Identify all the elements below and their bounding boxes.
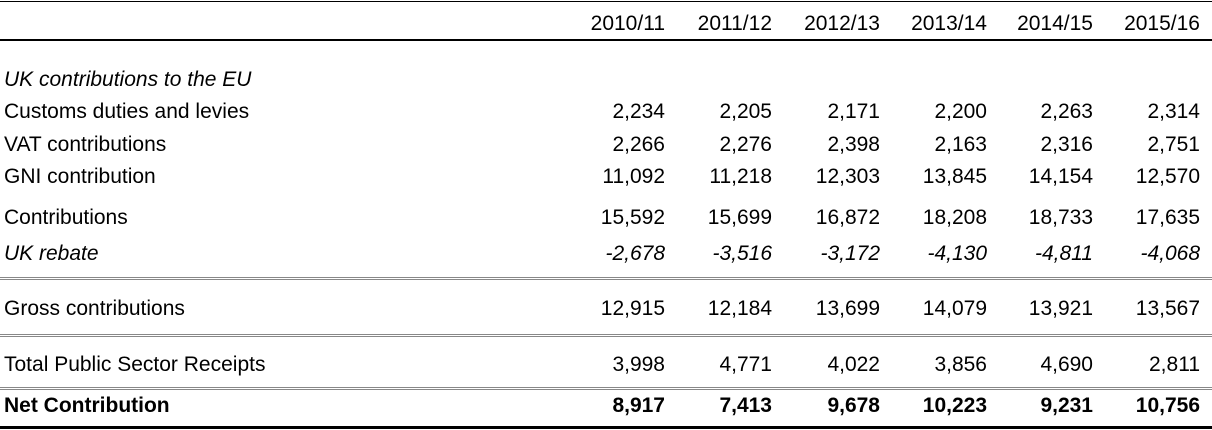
cell: 2,266 (612, 133, 665, 156)
cell: 2,234 (612, 100, 665, 123)
cell: 2,163 (934, 133, 987, 156)
header-rule (0, 39, 1212, 41)
cell: 4,771 (719, 353, 772, 376)
cell: 16,872 (815, 206, 880, 229)
cell: 12,303 (815, 165, 880, 188)
separator (0, 277, 1212, 280)
cell: -4,130 (927, 242, 987, 265)
cell: 15,592 (600, 206, 665, 229)
cell: 13,921 (1028, 297, 1093, 320)
row-label: Net Contribution (4, 394, 170, 417)
cell: 15,699 (707, 206, 772, 229)
column-header: 2015/16 (1124, 12, 1200, 35)
cell: 3,998 (612, 353, 665, 376)
cell: 4,690 (1040, 353, 1093, 376)
cell: 8,917 (612, 394, 665, 417)
cell: -3,516 (712, 242, 772, 265)
row-label: UK rebate (4, 242, 99, 265)
row-label: VAT contributions (4, 133, 167, 156)
cell: 10,223 (922, 394, 987, 417)
cell: 4,022 (827, 353, 880, 376)
column-header: 2013/14 (911, 12, 987, 35)
cell: 9,231 (1040, 394, 1093, 417)
cell: -4,811 (1035, 242, 1093, 265)
cell: 18,733 (1028, 206, 1093, 229)
cell: 2,205 (719, 100, 772, 123)
cell: 2,276 (719, 133, 772, 156)
cell: 2,171 (827, 100, 880, 123)
cell: 2,314 (1147, 100, 1200, 123)
cell: 18,208 (922, 206, 987, 229)
cell: 13,699 (815, 297, 880, 320)
column-header: 2011/12 (697, 12, 772, 35)
cell: 2,751 (1147, 133, 1200, 156)
row-label: GNI contribution (4, 165, 156, 188)
column-header: 2012/13 (804, 12, 880, 35)
cell: 11,218 (709, 165, 772, 188)
cell: -4,068 (1140, 242, 1200, 265)
cell: 17,635 (1135, 206, 1200, 229)
cell: 2,316 (1040, 133, 1093, 156)
cell: 9,678 (827, 394, 880, 417)
cell: 2,398 (827, 133, 880, 156)
cell: 13,845 (922, 165, 987, 188)
cell: -2,678 (605, 242, 665, 265)
cell: 12,184 (707, 297, 772, 320)
cell: 14,154 (1028, 165, 1093, 188)
column-header: 2010/11 (590, 12, 665, 35)
cell: 12,915 (600, 297, 665, 320)
cell: 10,756 (1135, 394, 1200, 417)
row-label: Contributions (4, 206, 128, 229)
column-header: 2014/15 (1017, 12, 1093, 35)
cell: -3,172 (820, 242, 880, 265)
cell: 2,263 (1040, 100, 1093, 123)
cell: 2,200 (934, 100, 987, 123)
cell: 7,413 (719, 394, 772, 417)
cell: 2,811 (1149, 353, 1200, 376)
cell: 3,856 (934, 353, 987, 376)
separator (0, 387, 1212, 390)
separator (0, 334, 1212, 337)
row-label: Total Public Sector Receipts (4, 353, 266, 376)
cell: 12,570 (1135, 165, 1200, 188)
top-rule (0, 1, 1212, 2)
row-label: Gross contributions (4, 297, 185, 320)
row-label: Customs duties and levies (4, 100, 250, 123)
bottom-rule (0, 426, 1212, 429)
section-label: UK contributions to the EU (4, 68, 252, 91)
cell: 11,092 (602, 165, 665, 188)
cell: 13,567 (1135, 297, 1200, 320)
cell: 14,079 (922, 297, 987, 320)
